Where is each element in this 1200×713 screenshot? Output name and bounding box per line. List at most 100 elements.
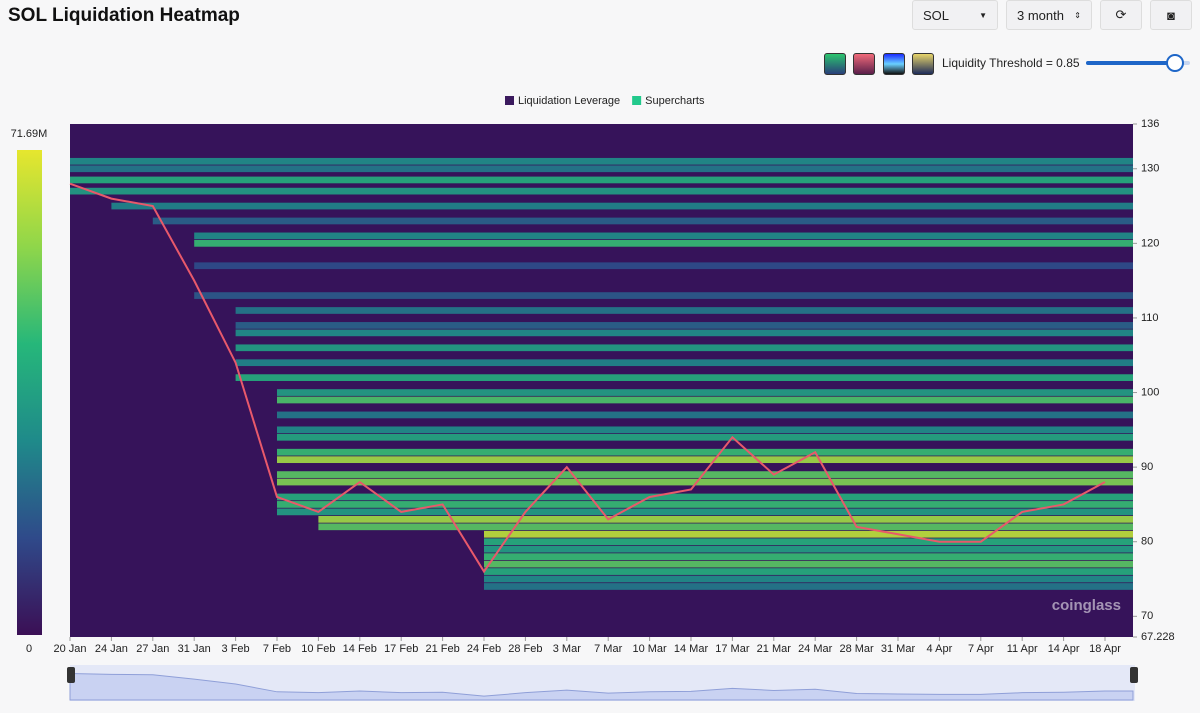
liquidity-band	[484, 545, 1133, 553]
legend-swatch	[505, 96, 514, 105]
x-tick-label: 11 Apr	[1007, 643, 1038, 655]
slider-fill	[1086, 61, 1174, 65]
range-select[interactable]: 3 month ⇕	[1006, 0, 1092, 30]
range: 3 month	[1017, 7, 1064, 23]
liquidity-band	[235, 359, 1134, 367]
x-tick-label: 31 Jan	[178, 643, 211, 655]
liquidity-band	[277, 411, 1133, 419]
threshold-label: Liquidity Threshold = 0.85	[942, 56, 1080, 70]
liquidity-band	[194, 239, 1133, 247]
x-tick-label: 18 Apr	[1089, 643, 1121, 655]
y-tick-label: 136	[1141, 118, 1159, 130]
x-tick-label: 27 Jan	[136, 643, 169, 655]
x-tick-label: 14 Apr	[1048, 643, 1080, 655]
legend-swatch	[632, 96, 642, 105]
x-tick-label: 14 Mar	[674, 643, 709, 655]
liquidity-band	[235, 322, 1134, 329]
liquidity-band	[484, 575, 1133, 583]
liquidity-band	[277, 501, 1133, 508]
liquidity-band	[111, 202, 1133, 210]
liquidity-band	[277, 471, 1133, 478]
palette-green[interactable]	[824, 53, 846, 75]
liquidity-band	[235, 307, 1134, 314]
price-line	[69, 182, 1106, 574]
navigator-area	[69, 672, 1134, 701]
y-tick-label: 130	[1141, 163, 1159, 175]
y-tick-label: 90	[1141, 461, 1153, 473]
y-tick-label: 70	[1141, 610, 1153, 622]
liquidity-band	[277, 493, 1133, 501]
caret: ⇕	[1074, 10, 1081, 20]
coin: SOL	[923, 7, 950, 23]
x-tick-label: 28 Mar	[839, 643, 874, 655]
x-tick-label: 20 Jan	[53, 643, 86, 655]
liquidity-band	[70, 157, 1133, 165]
x-tick-label: 24 Mar	[798, 643, 833, 655]
navigator-handle[interactable]	[67, 667, 75, 683]
liquidity-band	[277, 508, 1133, 516]
palette-red[interactable]	[853, 53, 875, 75]
liquidity-band	[277, 456, 1133, 464]
x-tick-label: 17 Mar	[715, 643, 750, 655]
watermark: coinglass	[1052, 597, 1121, 614]
liquidity-band	[277, 426, 1133, 434]
colorbar-label: 71.69M	[11, 128, 48, 140]
y-tick-label: 100	[1141, 386, 1159, 398]
refresh-button[interactable]: ⟳	[1100, 0, 1142, 30]
liquidity-band	[277, 396, 1133, 404]
liquidity-band	[152, 217, 1134, 225]
liquidity-band	[318, 515, 1133, 523]
liquidity-band	[277, 389, 1133, 396]
y-tick-label: 67.228	[1141, 631, 1175, 643]
liquidity-band	[194, 292, 1133, 299]
liquidity-band	[277, 433, 1133, 441]
colorbar	[17, 150, 42, 635]
caret: ▼	[979, 10, 987, 20]
navigator-handle[interactable]	[1130, 667, 1138, 683]
liquidity-band	[194, 232, 1133, 240]
liquidity-band	[484, 530, 1133, 538]
liquidity-band	[484, 560, 1133, 568]
legend: Liquidation Leverage Supercharts	[505, 95, 705, 107]
liquidity-band	[484, 583, 1133, 590]
y-tick-label: 80	[1141, 536, 1153, 548]
legend-label: Liquidation Leverage	[518, 95, 620, 107]
slider-knob[interactable]	[1166, 54, 1184, 72]
x-tick-label: 17 Feb	[384, 643, 418, 655]
x-tick-label: 21 Feb	[425, 643, 459, 655]
y-tick-label: 120	[1141, 237, 1159, 249]
legend-label: Supercharts	[645, 95, 705, 107]
x-tick-label: 4 Apr	[927, 643, 953, 655]
liquidity-band	[277, 478, 1133, 486]
x-tick-label: 31 Mar	[881, 643, 916, 655]
x-tick-label: 24 Feb	[467, 643, 501, 655]
liquidity-band	[70, 165, 1133, 173]
x-tick-label: 10 Mar	[632, 643, 667, 655]
x-tick-label: 7 Apr	[968, 643, 994, 655]
liquidity-band	[484, 553, 1133, 561]
liquidity-band	[70, 187, 1133, 195]
liquidity-band	[235, 329, 1134, 337]
x-tick-label: 3 Feb	[222, 643, 250, 655]
x-tick-label: 24 Jan	[95, 643, 128, 655]
threshold-slider[interactable]	[1086, 54, 1190, 72]
x-tick-label: 28 Feb	[508, 643, 542, 655]
palette-blue[interactable]	[883, 53, 905, 75]
liquidity-band	[235, 374, 1134, 381]
x-tick-label: 14 Feb	[343, 643, 377, 655]
y-tick-label: 110	[1141, 312, 1159, 324]
liquidity-band	[484, 538, 1133, 546]
liquidity-band	[277, 448, 1133, 456]
screenshot-button[interactable]: ◙	[1150, 0, 1192, 30]
x-tick-label: 7 Mar	[594, 643, 622, 655]
x-tick-label: 3 Mar	[553, 643, 581, 655]
title: SOL Liquidation Heatmap	[8, 5, 240, 26]
palette-gold[interactable]	[912, 53, 934, 75]
x-tick-label: 21 Mar	[757, 643, 792, 655]
liquidity-band	[484, 568, 1133, 575]
liquidity-band	[70, 176, 1133, 184]
coin-select[interactable]: SOL ▼	[912, 0, 998, 30]
liquidity-band	[194, 262, 1133, 270]
